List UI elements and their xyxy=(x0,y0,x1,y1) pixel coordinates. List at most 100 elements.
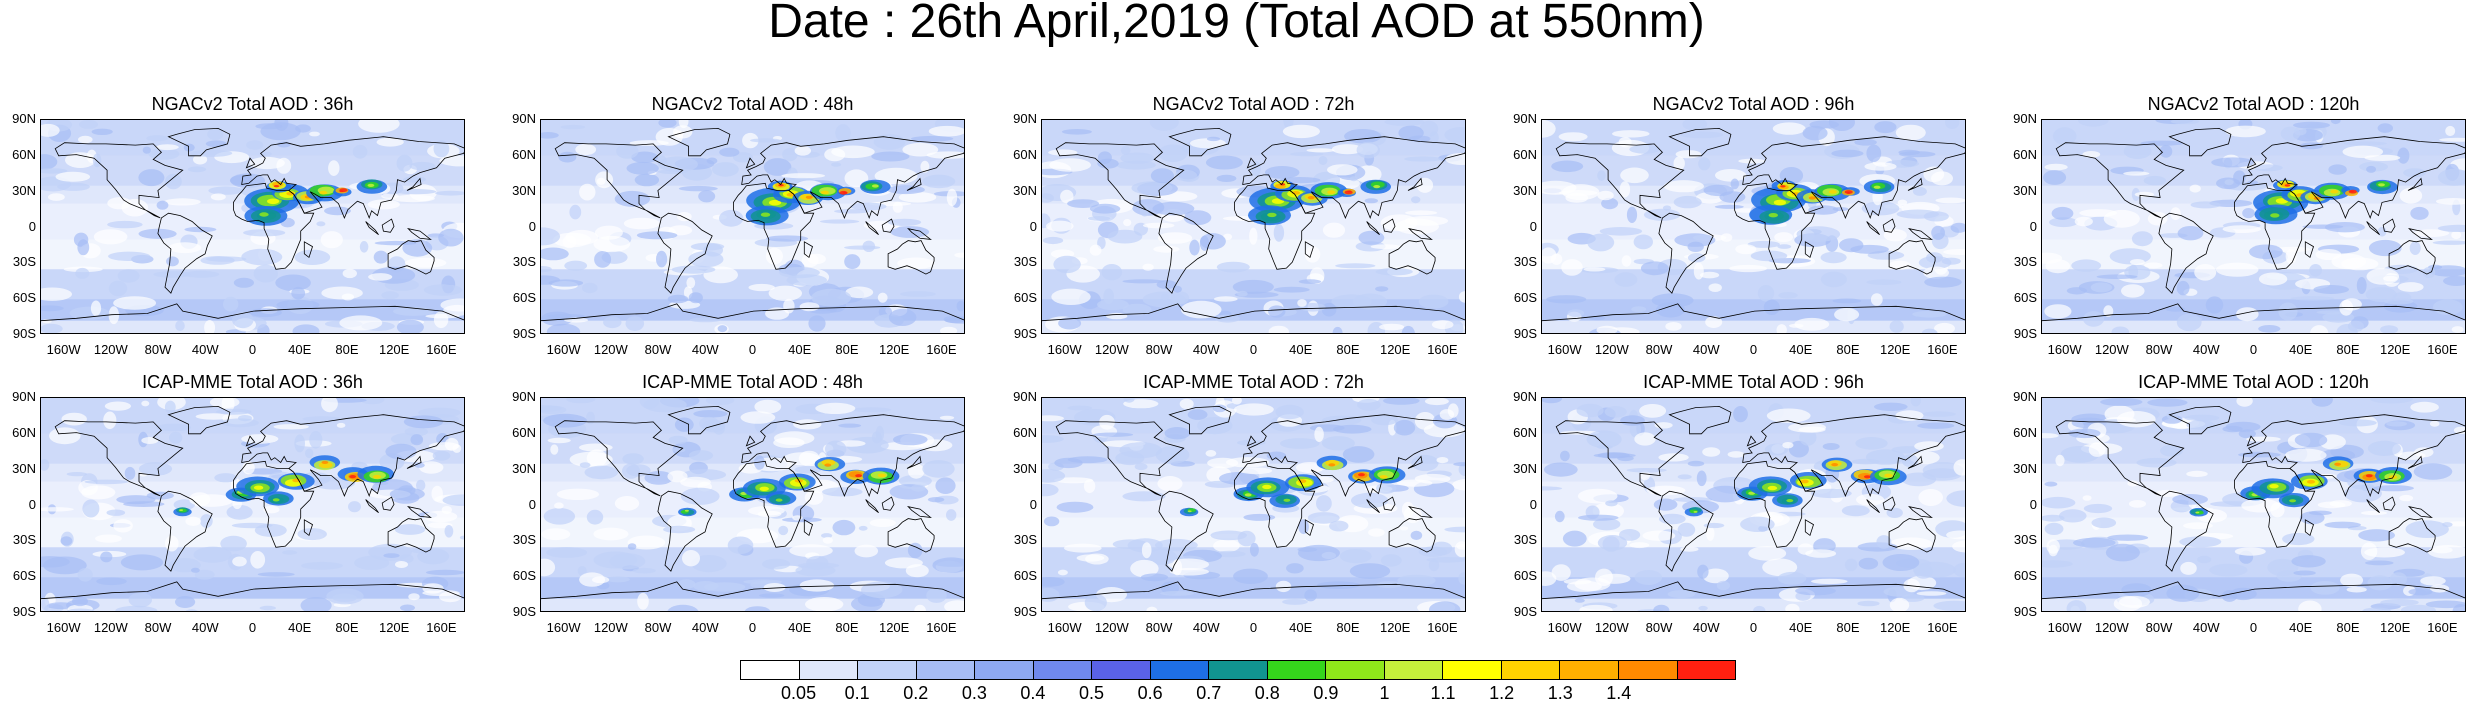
colorbar-swatch xyxy=(1443,661,1502,679)
colorbar-tick-label: 1.3 xyxy=(1547,683,1573,703)
lon-tick-label: 40E xyxy=(788,620,812,635)
lat-tick-label: 60S xyxy=(12,568,36,584)
lat-tick-label: 60N xyxy=(2013,146,2037,162)
lon-tick-label: 120W xyxy=(1094,342,1129,357)
lat-tick-label: 30N xyxy=(1513,182,1537,198)
lat-tick-label: 60S xyxy=(2013,290,2037,306)
panel-title: ICAP-MME Total AOD : 72h xyxy=(1143,372,1364,392)
lon-tick-label: 160E xyxy=(426,342,457,357)
lat-tick-label: 60N xyxy=(1013,146,1037,162)
lat-tick-label: 60N xyxy=(1513,146,1537,162)
lon-tick-label: 120W xyxy=(1594,342,1629,357)
colorbar-tick-label: 1.2 xyxy=(1489,683,1515,703)
lon-tick-label: 120E xyxy=(2379,342,2411,357)
panel-title: ICAP-MME Total AOD : 96h xyxy=(1643,372,1864,392)
lat-tick-label: 30N xyxy=(12,182,36,198)
panel-title: ICAP-MME Total AOD : 120h xyxy=(2138,372,2369,392)
lon-tick-label: 120E xyxy=(1379,620,1411,635)
lat-tick-label: 90N xyxy=(512,389,536,404)
colorbar-swatch xyxy=(1150,661,1210,679)
aod-map xyxy=(40,397,465,612)
lon-tick-label: 160E xyxy=(1927,342,1958,357)
lat-tick-label: 60S xyxy=(512,568,536,584)
lon-tick-label: 120E xyxy=(1879,342,1911,357)
lat-tick-label: 30N xyxy=(2013,460,2037,476)
colorbar-swatch xyxy=(1326,661,1385,679)
lon-tick-label: 160E xyxy=(1427,620,1458,635)
lon-tick-label: 160E xyxy=(2427,620,2458,635)
colorbar-swatch xyxy=(1501,661,1561,679)
lon-tick-label: 120E xyxy=(1379,342,1411,357)
colorbar-tick-label: 1.4 xyxy=(1606,683,1632,703)
lon-tick-label: 0 xyxy=(1249,342,1258,357)
lon-tick-label: 40E xyxy=(2289,342,2313,357)
aod-map xyxy=(540,119,965,334)
colorbar-tick-label: 0.9 xyxy=(1313,683,1339,703)
lon-tick-label: 160W xyxy=(46,620,81,635)
lat-tick-label: 30S xyxy=(512,532,536,548)
lat-tick-label: 30N xyxy=(512,182,536,198)
lat-tick-label: 60N xyxy=(512,424,536,440)
lat-tick-label: 60N xyxy=(12,424,36,440)
map-panel: ICAP-MME Total AOD : 48h 90N 60N 30N 0 30S 60S… xyxy=(512,372,965,635)
lat-tick-label: 30S xyxy=(12,254,36,270)
colorbar-swatch xyxy=(799,661,859,679)
lat-tick-label: 60S xyxy=(2013,568,2037,584)
lat-tick-label: 90S xyxy=(512,326,536,341)
lon-tick-label: 160W xyxy=(1547,620,1582,635)
map-panel: ICAP-MME Total AOD : 36h 90N 60N 30N 0 30S 60S… xyxy=(12,372,465,635)
lon-tick-label: 40W xyxy=(691,620,719,635)
lat-tick-label: 30N xyxy=(1513,460,1537,476)
lat-tick-label: 0 xyxy=(28,496,36,512)
lon-tick-label: 40W xyxy=(691,342,719,357)
lon-tick-label: 80W xyxy=(1145,342,1173,357)
lon-tick-label: 160E xyxy=(926,620,957,635)
lon-tick-label: 80E xyxy=(335,342,359,357)
lat-tick-label: 60N xyxy=(1013,424,1037,440)
colorbar-tick-label: 0.8 xyxy=(1254,683,1280,703)
panel-title: NGACv2 Total AOD : 36h xyxy=(151,94,354,114)
lon-tick-label: 80W xyxy=(144,342,172,357)
colorbar-tick-label: 0.3 xyxy=(961,683,987,703)
lat-tick-label: 60S xyxy=(512,290,536,306)
lat-tick-label: 0 xyxy=(528,496,536,512)
lon-tick-label: 40E xyxy=(1789,620,1813,635)
lat-tick-label: 60S xyxy=(1513,568,1537,584)
colorbar-tick-label: 0.6 xyxy=(1137,683,1163,703)
colorbar-swatch xyxy=(1092,661,1151,679)
lon-tick-label: 40W xyxy=(1192,620,1220,635)
lon-tick-label: 160W xyxy=(2047,620,2082,635)
lon-tick-label: 80W xyxy=(2145,342,2173,357)
lat-tick-label: 60N xyxy=(12,146,36,162)
lat-tick-label: 0 xyxy=(528,218,536,234)
lon-tick-label: 120W xyxy=(93,620,128,635)
lon-tick-label: 120W xyxy=(593,620,628,635)
lat-tick-label: 90N xyxy=(2013,389,2037,404)
lon-tick-label: 80E xyxy=(1336,620,1360,635)
lat-tick-label: 0 xyxy=(1029,218,1037,234)
lat-tick-label: 30N xyxy=(1013,460,1037,476)
lat-tick-label: 30S xyxy=(2013,254,2037,270)
lat-tick-label: 90N xyxy=(12,389,36,404)
lon-tick-label: 160E xyxy=(2427,342,2458,357)
lon-tick-label: 80W xyxy=(644,342,672,357)
lon-tick-label: 120W xyxy=(1094,620,1129,635)
colorbar-swatch xyxy=(1384,661,1444,679)
lat-tick-label: 90N xyxy=(1013,389,1037,404)
lat-tick-label: 60S xyxy=(1013,290,1037,306)
aod-map xyxy=(2041,119,2466,334)
lat-tick-label: 90N xyxy=(1513,389,1537,404)
lat-tick-label: 30S xyxy=(512,254,536,270)
lat-tick-label: 90S xyxy=(1513,604,1537,619)
lat-tick-label: 30S xyxy=(1513,254,1537,270)
lon-tick-label: 160E xyxy=(1927,620,1958,635)
panel-title: NGACv2 Total AOD : 48h xyxy=(651,94,854,114)
lat-tick-label: 30N xyxy=(2013,182,2037,198)
colorbar-swatch xyxy=(1560,661,1619,679)
lat-tick-label: 0 xyxy=(1529,218,1537,234)
lat-tick-label: 30N xyxy=(512,460,536,476)
lon-tick-label: 120W xyxy=(593,342,628,357)
colorbar-tick-label: 0.05 xyxy=(781,683,817,703)
lon-tick-label: 160W xyxy=(1547,342,1582,357)
lon-tick-label: 80W xyxy=(2145,620,2173,635)
